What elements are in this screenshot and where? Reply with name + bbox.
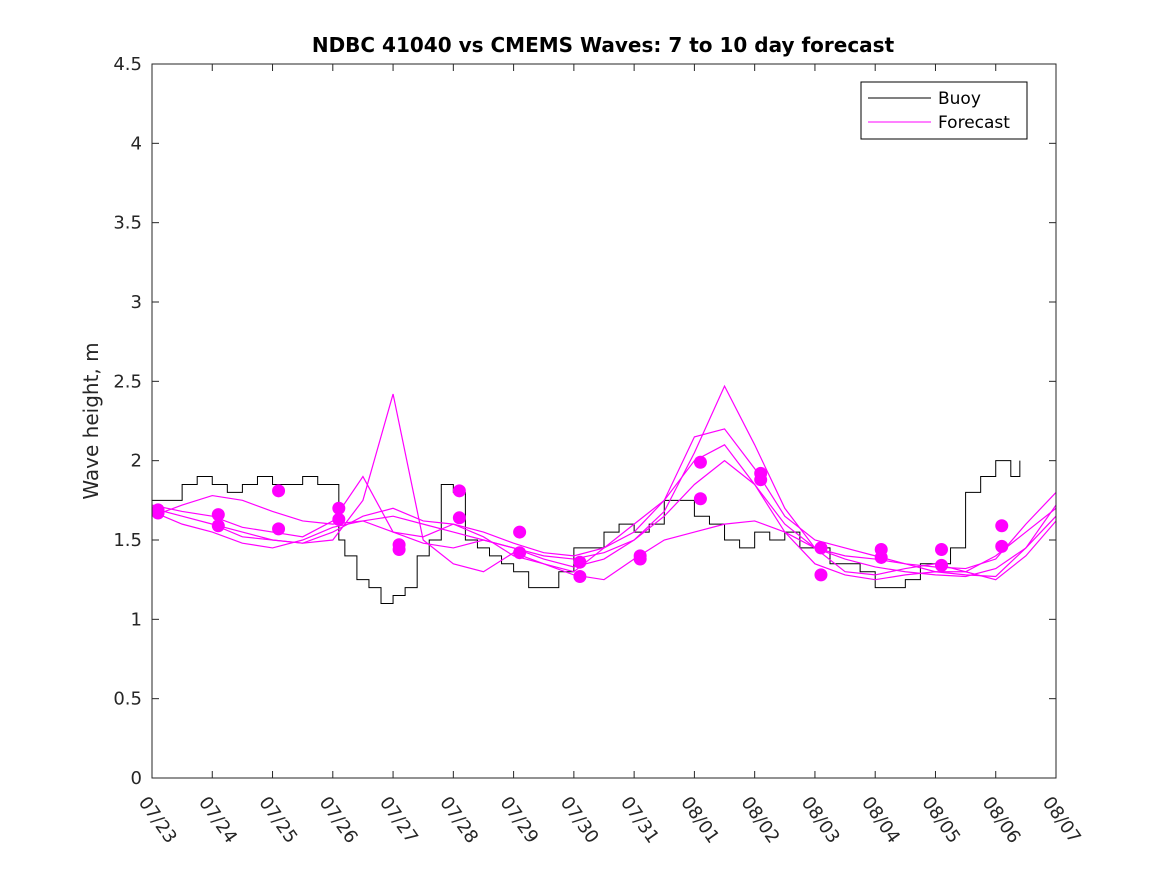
x-tick-label: 07/29 [496,793,543,848]
forecast-dot-marker [211,508,225,522]
x-tick-label: 07/27 [375,793,422,848]
x-tick-label: 08/06 [978,793,1025,848]
x-tick-label: 08/02 [737,793,784,848]
forecast-dot-marker [211,519,225,533]
buoy-series-line [152,460,1021,604]
chart-title: NDBC 41040 vs CMEMS Waves: 7 to 10 day f… [312,33,895,57]
x-tick-label: 08/04 [857,793,904,848]
x-tick-label: 07/23 [134,793,181,848]
y-axis-label: Wave height, m [79,342,103,499]
y-tick-label: 2.5 [113,371,142,392]
y-tick-label: 4.5 [113,54,142,75]
x-tick-label: 07/25 [254,793,301,848]
forecast-dot-marker [754,473,768,487]
forecast-dot-marker [573,555,587,569]
legend-buoy-label: Buoy [938,89,981,109]
plot-area-frame [151,63,1057,779]
forecast-dot-marker [513,546,527,560]
forecast-dot-marker [272,484,286,498]
x-tick-label: 07/30 [556,793,603,848]
forecast-series-line [151,444,1057,581]
x-tick-label: 08/05 [917,793,964,848]
x-tick-label: 07/28 [435,793,482,848]
y-tick-label: 1.5 [113,530,142,551]
forecast-dot-marker [573,569,587,583]
forecast-dot-marker [934,558,948,572]
forecast-dot-marker [934,543,948,557]
legend-forecast-label: Forecast [938,113,1010,133]
forecast-dot-marker [874,550,888,564]
forecast-dot-marker [151,506,165,520]
y-tick-label: 3.5 [113,213,142,234]
forecast-series-line [151,459,1057,573]
forecast-dot-marker [392,543,406,557]
plot-dots [151,455,1009,583]
x-tick-label: 08/03 [797,793,844,848]
y-tick-label: 1 [131,609,142,630]
forecast-dot-marker [513,525,527,539]
forecast-dot-marker [693,455,707,469]
x-tick-label: 08/07 [1038,793,1085,848]
forecast-dot-marker [272,522,286,536]
forecast-series-line [151,384,1057,581]
y-tick-label: 2 [131,451,142,472]
x-tick-label: 07/31 [616,793,663,848]
plot-lines [151,384,1057,604]
y-tick-label: 3 [131,292,142,313]
y-axis: 0 0.5 1 1.5 2 2.5 3 3.5 4 4.5 [113,54,1056,789]
forecast-dot-marker [814,541,828,555]
x-axis: 07/23 07/24 07/25 07/26 07/27 07/28 07/29 07/30… [134,64,1085,847]
forecast-dot-marker [332,501,346,515]
forecast-dot-marker [633,552,647,566]
x-tick-label: 07/26 [315,793,362,848]
y-tick-label: 4 [131,133,142,154]
x-tick-label: 08/01 [676,793,723,848]
legend-box [860,81,1028,140]
x-tick-label: 07/24 [194,793,241,848]
forecast-dot-marker [452,484,466,498]
forecast-dot-marker [452,511,466,525]
legend: Buoy Forecast [860,81,1028,140]
forecast-dot-marker [693,492,707,506]
forecast-dot-marker [332,512,346,526]
forecast-dot-marker [995,519,1009,533]
y-tick-label: 0 [131,768,142,789]
forecast-dot-marker [814,568,828,582]
forecast-dot-marker [995,539,1009,553]
y-tick-label: 0.5 [113,689,142,710]
